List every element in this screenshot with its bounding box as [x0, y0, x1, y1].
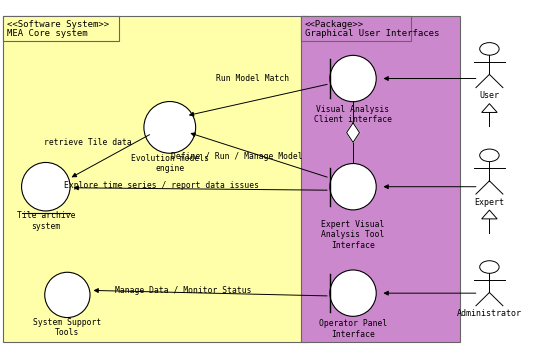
Text: <<Package>>: <<Package>>	[305, 20, 364, 29]
Polygon shape	[482, 210, 497, 219]
Text: Run Model Match: Run Model Match	[216, 74, 289, 83]
Polygon shape	[347, 123, 360, 142]
Circle shape	[480, 149, 499, 162]
FancyBboxPatch shape	[3, 16, 119, 41]
Text: <<Software System>>: <<Software System>>	[7, 20, 109, 29]
Ellipse shape	[22, 163, 70, 211]
Text: Evolution models
engine: Evolution models engine	[131, 154, 209, 173]
Circle shape	[480, 43, 499, 55]
Text: MEA Core system: MEA Core system	[7, 29, 88, 38]
Ellipse shape	[144, 102, 196, 153]
Text: Tile archive
system: Tile archive system	[17, 211, 75, 231]
Polygon shape	[482, 104, 497, 112]
Circle shape	[480, 261, 499, 273]
Text: retrieve Tile data: retrieve Tile data	[44, 138, 132, 147]
FancyBboxPatch shape	[301, 16, 460, 342]
FancyBboxPatch shape	[301, 16, 411, 41]
Text: Visual Analysis
Client interface: Visual Analysis Client interface	[314, 105, 392, 124]
Text: System Support
Tools: System Support Tools	[33, 318, 101, 337]
Text: User: User	[479, 91, 500, 100]
Text: Expert: Expert	[474, 198, 505, 207]
Text: Administrator: Administrator	[457, 309, 522, 318]
Text: Explore time series / report data issues: Explore time series / report data issues	[64, 181, 259, 190]
Text: Expert Visual
Analysis Tool
Interface: Expert Visual Analysis Tool Interface	[321, 220, 385, 250]
Ellipse shape	[45, 272, 90, 318]
Ellipse shape	[330, 55, 376, 102]
Ellipse shape	[330, 164, 376, 210]
Text: Graphical User Interfaces: Graphical User Interfaces	[305, 29, 439, 38]
Text: Define / Run / Manage Model: Define / Run / Manage Model	[171, 152, 303, 161]
Text: Operator Panel
Interface: Operator Panel Interface	[319, 319, 387, 339]
FancyBboxPatch shape	[3, 16, 307, 342]
Ellipse shape	[330, 270, 376, 316]
Text: Manage Data / Monitor Status: Manage Data / Monitor Status	[115, 286, 252, 295]
